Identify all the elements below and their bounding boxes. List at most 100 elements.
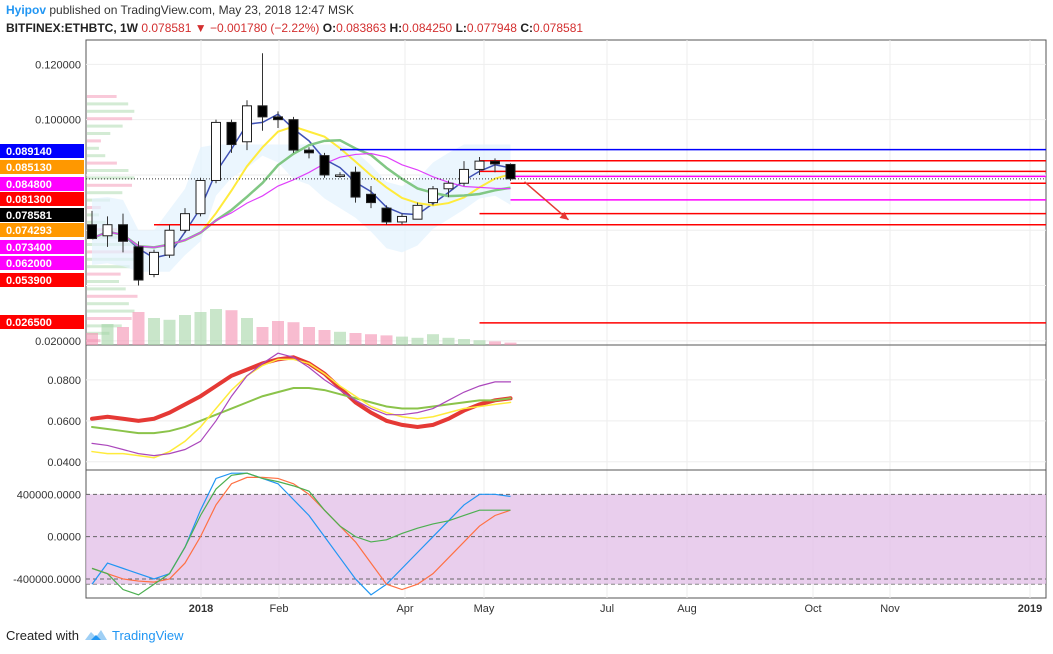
close-value: 0.078581 [532, 21, 584, 35]
tradingview-brand-link[interactable]: TradingView [112, 628, 184, 643]
footer: Created with TradingView [6, 628, 184, 643]
volume-bar [194, 312, 207, 345]
price-label: 0.078581 [6, 210, 52, 222]
volume-bar [458, 339, 470, 345]
symbol-name: BITFINEX:ETHBTC, 1W [6, 21, 138, 35]
volume-profile-bar [87, 302, 129, 306]
price-label-bg [0, 223, 84, 237]
price-label: 0.089140 [6, 146, 52, 158]
price-label: 0.084800 [6, 179, 52, 191]
oscillator2-line-c [91, 472, 511, 596]
price-label-bg [0, 273, 84, 287]
volume-bar [442, 337, 455, 345]
volume-bar [427, 334, 439, 345]
volume-profile-bar [87, 117, 133, 121]
volume-bar [101, 324, 114, 345]
created-with-label: Created with [6, 628, 79, 643]
tradingview-logo-icon[interactable] [83, 628, 109, 643]
price-label-bg [0, 177, 84, 191]
volume-bar [163, 319, 176, 345]
volume-bar [411, 337, 424, 345]
x-tick-label: Feb [270, 603, 289, 615]
candle-body [319, 155, 330, 176]
candle-body [443, 182, 454, 190]
x-tick-label: 2018 [189, 603, 213, 615]
candle-body [288, 119, 299, 151]
volume-profile-bar [87, 102, 129, 106]
y-tick-label: 0.0000 [47, 532, 81, 544]
volume-profile-bar [87, 183, 132, 187]
candle-body [226, 121, 237, 146]
candle-body [164, 229, 175, 256]
candle-body [273, 116, 283, 121]
candle-body [412, 204, 423, 220]
volume-profile-bar [87, 309, 135, 313]
volume-bar [272, 321, 284, 345]
candle-body [381, 207, 392, 223]
candle-body [335, 174, 345, 177]
publish-header: Hyipov published on TradingView.com, May… [6, 3, 354, 17]
volume-bar [210, 309, 222, 345]
volume-bar [225, 310, 238, 345]
price-label-bg [0, 144, 84, 158]
candle-body [211, 121, 221, 181]
candle-body [118, 224, 128, 242]
x-tick-label: Oct [804, 603, 821, 615]
price-label-bg [0, 192, 84, 206]
volume-bar [473, 340, 486, 345]
x-tick-label: May [474, 603, 495, 615]
volume-bar [241, 318, 253, 345]
oscillator2-line-a [91, 472, 511, 596]
volume-profile-bar [87, 265, 130, 269]
candle-body [149, 251, 159, 275]
volume-bar [349, 333, 362, 345]
volume-bar [303, 327, 315, 345]
y-tick-label: 0.0400 [47, 457, 81, 469]
volume-profile-bar [87, 169, 129, 172]
volume-bar [132, 312, 145, 345]
low-value: 0.077948 [466, 21, 517, 35]
volume-profile-bar [87, 154, 106, 158]
candle-body [133, 246, 144, 281]
high-label: H: [389, 21, 403, 35]
volume-bar [318, 330, 331, 345]
price-label: 0.074293 [6, 225, 52, 237]
publish-info: published on TradingView.com, May 23, 20… [46, 3, 354, 17]
candle-body [490, 160, 500, 165]
symbol-legend: BITFINEX:ETHBTC, 1W 0.078581 ▼ −0.001780… [6, 21, 583, 35]
y-tick-label: 0.0600 [47, 416, 81, 428]
author-name[interactable]: Hyipov [6, 3, 47, 17]
candle-body [304, 149, 314, 154]
price-label: 0.053900 [6, 275, 52, 287]
price-label: 0.026500 [6, 317, 52, 329]
oscillator-line-slow [91, 387, 512, 435]
candle-body [257, 105, 268, 118]
chart-area[interactable]: 2018 Feb Apr May Jul Aug Oct Nov 2019 0.120000 0.1… [0, 0, 1053, 620]
price-label-bg [0, 315, 84, 329]
price-label-bg [0, 208, 84, 222]
y-tick-label: 0.0800 [47, 375, 81, 387]
price-change: −0.001780 (−2.22%) [209, 21, 320, 35]
volume-bar [504, 342, 517, 345]
price-label: 0.081300 [6, 194, 52, 206]
price-label: 0.073400 [6, 242, 52, 254]
volume-profile-bar [87, 272, 121, 276]
open-value: 0.083863 [336, 21, 387, 35]
volume-profile-bar [87, 331, 110, 335]
price-label: 0.085130 [6, 162, 52, 174]
volume-profile-bar [87, 287, 126, 291]
volume-bar [380, 335, 393, 345]
candle-body [350, 171, 361, 198]
y-tick-label: 400000.0000 [17, 489, 81, 501]
volume-bar [287, 322, 300, 345]
volume-profile-bar [87, 191, 123, 195]
x-tick-label: 2019 [1018, 603, 1042, 615]
x-tick-label: Jul [600, 603, 614, 615]
volume-profile-bar [87, 176, 135, 180]
candle-body [428, 188, 438, 204]
projection-arrow [524, 181, 569, 221]
candle-body [102, 224, 113, 237]
down-arrow-icon: ▼ [194, 21, 207, 35]
close-label: C: [520, 21, 533, 35]
high-value: 0.084250 [402, 21, 453, 35]
